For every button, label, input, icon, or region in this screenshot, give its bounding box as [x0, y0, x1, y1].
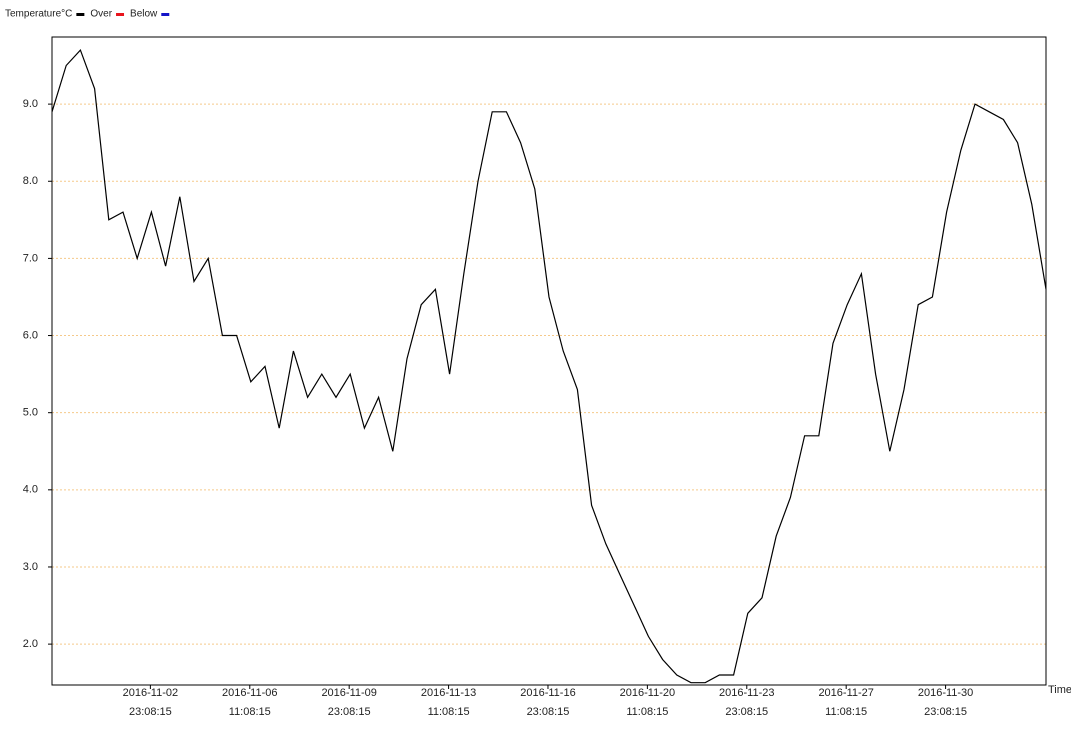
x-tick-label: 2016-11-09 23:08:15 — [321, 687, 376, 718]
y-tick-label: 4.0 — [23, 484, 38, 496]
x-axis-label: Time — [1048, 684, 1071, 696]
y-tick-label: 5.0 — [23, 407, 38, 419]
legend-label: Below — [130, 9, 158, 20]
legend-swatch — [76, 13, 85, 16]
x-tick-label: 2016-11-30 23:08:15 — [918, 687, 973, 718]
y-tick-label: 8.0 — [23, 175, 38, 187]
x-tick-label: 2016-11-27 11:08:15 — [818, 687, 873, 718]
y-tick-label: 7.0 — [23, 252, 38, 264]
y-tick-label: 6.0 — [23, 329, 38, 341]
legend-label: Temperature°C — [5, 9, 72, 20]
plot-frame — [51, 36, 1047, 686]
x-tick-label: 2016-11-20 11:08:15 — [620, 687, 675, 718]
x-tick-label: 2016-11-13 11:08:15 — [421, 687, 476, 718]
legend-label: Over — [90, 9, 112, 20]
legend-swatch — [116, 13, 125, 16]
x-tick-label: 2016-11-16 23:08:15 — [520, 687, 575, 718]
y-tick-label: 9.0 — [23, 98, 38, 110]
legend-swatch — [161, 13, 170, 16]
x-tick-label: 2016-11-23 23:08:15 — [719, 687, 774, 718]
y-tick-label: 3.0 — [23, 561, 38, 573]
x-tick-label: 2016-11-02 23:08:15 — [123, 687, 178, 718]
y-tick-label: 2.0 — [23, 638, 38, 650]
data-line — [51, 48, 1047, 684]
x-tick-label: 2016-11-06 11:08:15 — [222, 687, 277, 718]
